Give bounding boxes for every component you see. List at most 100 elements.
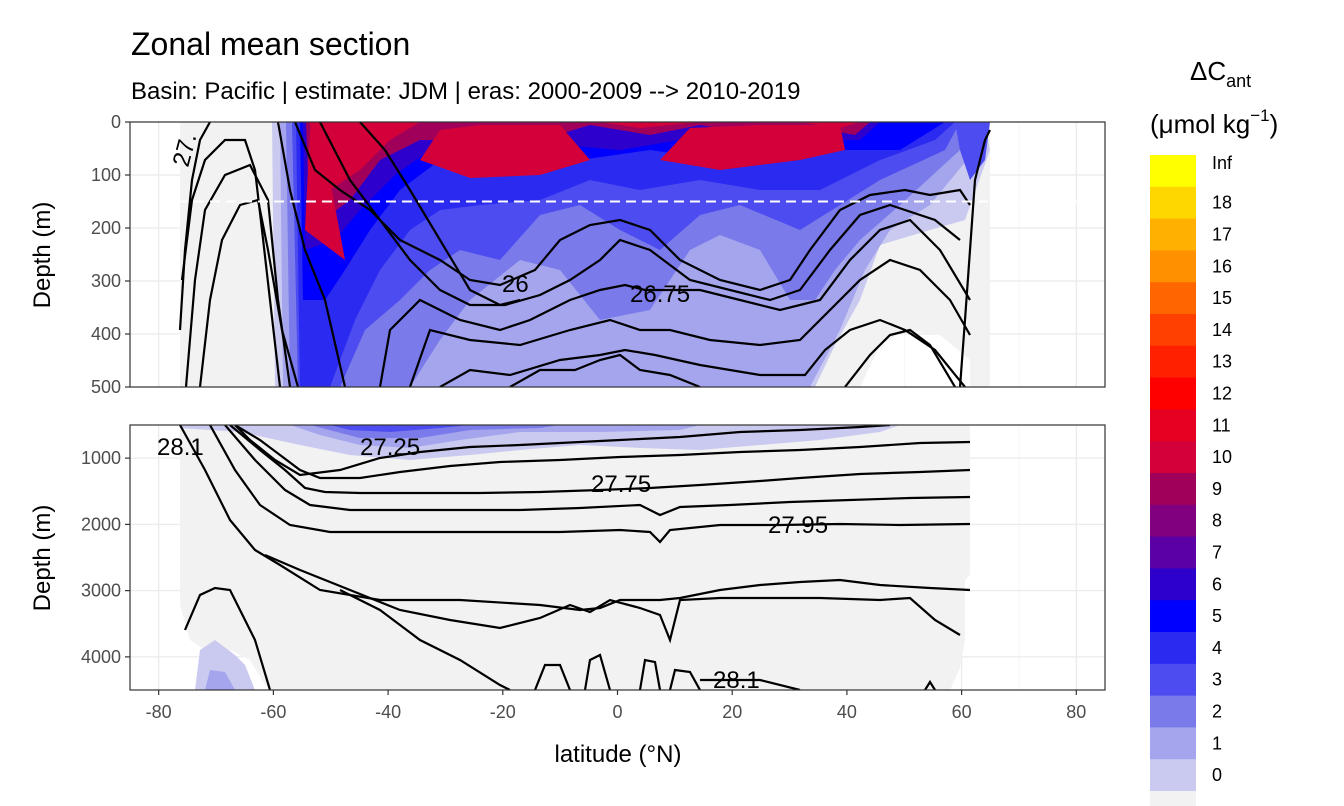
x-tick-label: 60 bbox=[952, 702, 972, 722]
legend-label: 16 bbox=[1212, 256, 1232, 276]
legend-unit: (μmol kg−1) bbox=[1150, 106, 1278, 139]
legend-label: 12 bbox=[1212, 384, 1232, 404]
y-tick-label: 100 bbox=[91, 165, 121, 185]
legend-swatch bbox=[1150, 282, 1196, 315]
legend-swatch bbox=[1150, 759, 1196, 792]
legend-label: 6 bbox=[1212, 574, 1222, 594]
x-tick-label: 0 bbox=[612, 702, 622, 722]
legend-label: 2 bbox=[1212, 702, 1222, 722]
top-panel-border bbox=[129, 121, 1106, 388]
legend-label: 8 bbox=[1212, 511, 1222, 531]
legend-swatch bbox=[1150, 441, 1196, 474]
y-tick-label: 200 bbox=[91, 218, 121, 238]
legend-swatch bbox=[1150, 473, 1196, 506]
legend-swatch bbox=[1150, 186, 1196, 220]
isopycnal-top-8 bbox=[359, 122, 521, 307]
legend-label: 13 bbox=[1212, 352, 1232, 372]
legend-swatch bbox=[1150, 345, 1196, 379]
isopycnal-bottom-11 bbox=[583, 653, 612, 690]
y-tick-label: 2000 bbox=[81, 514, 121, 534]
legend-label: 14 bbox=[1212, 320, 1232, 340]
y-tick-label: 500 bbox=[91, 377, 121, 397]
y-tick-label: 0 bbox=[111, 112, 121, 132]
isopycnal-bottom-14 bbox=[924, 679, 936, 690]
isopycnal-label-bottom-1: 28.1 bbox=[157, 434, 204, 461]
legend-swatch bbox=[1150, 314, 1196, 347]
isopycnal-bottom-5 bbox=[209, 425, 971, 544]
y-axis-title-top: Depth (m) bbox=[29, 202, 56, 309]
legend-swatch bbox=[1150, 663, 1196, 697]
x-tick-label: 40 bbox=[837, 702, 857, 722]
legend-swatch bbox=[1150, 250, 1196, 283]
legend-swatch bbox=[1150, 409, 1196, 442]
y-tick-label: 3000 bbox=[81, 581, 121, 601]
legend-label: 10 bbox=[1212, 447, 1232, 467]
y-tick-label: 1000 bbox=[81, 448, 121, 468]
legend-swatch bbox=[1150, 600, 1196, 633]
isopycnal-bottom-10 bbox=[533, 663, 572, 690]
isopycnal-top-14 bbox=[958, 129, 991, 387]
chart-subtitle: Basin: Pacific | estimate: JDM | eras: 2… bbox=[131, 78, 800, 105]
bottom-y-ticks: 1000 2000 3000 4000 bbox=[81, 448, 130, 667]
color-legend: ΔCant (μmol kg−1) Inf1817161514131211109… bbox=[1150, 56, 1278, 806]
legend-label: 1 bbox=[1212, 733, 1222, 753]
bottom-isopycnals bbox=[179, 425, 971, 690]
isopycnal-bottom-3 bbox=[229, 425, 971, 495]
isopycnal-label-bottom-5: 28.1 bbox=[713, 667, 760, 694]
isopycnal-label-bottom-3: 27.75 bbox=[591, 471, 651, 498]
y-tick-label: 300 bbox=[91, 271, 121, 291]
legend-label: 7 bbox=[1212, 543, 1222, 563]
legend-swatch bbox=[1150, 218, 1196, 251]
bottom-panel: 28.1 27.25 27.75 27.95 28.1 1000 2000 3000… bbox=[81, 424, 1106, 722]
isopycnal-top-10 bbox=[408, 258, 971, 387]
isopycnal-bottom-4 bbox=[224, 425, 971, 517]
isopycnal-bottom-1 bbox=[234, 425, 891, 477]
legend-label: 11 bbox=[1212, 415, 1231, 435]
legend-label: 0 bbox=[1212, 765, 1222, 785]
isopycnal-bottom-9 bbox=[339, 589, 511, 690]
isopycnal-bottom-2 bbox=[234, 425, 971, 480]
x-tick-label: 20 bbox=[722, 702, 742, 722]
isopycnal-bottom-12 bbox=[638, 658, 701, 690]
isopycnal-top-2 bbox=[180, 138, 282, 387]
top-field-red-blob-1 bbox=[420, 125, 590, 178]
chart-title: Zonal mean section bbox=[131, 26, 410, 62]
isopycnal-top-11 bbox=[439, 318, 966, 387]
legend-swatches bbox=[1150, 155, 1196, 806]
legend-label: Inf bbox=[1212, 153, 1233, 173]
isopycnal-label-bottom-4: 27.95 bbox=[768, 512, 828, 539]
isopycnal-top-6 bbox=[293, 122, 971, 292]
isopycnal-bottom-13 bbox=[700, 678, 801, 690]
x-tick-label: -20 bbox=[490, 702, 516, 722]
legend-swatch bbox=[1150, 695, 1196, 728]
isopycnal-top-7 bbox=[319, 122, 961, 307]
isopycnal-label-bottom-2: 27.25 bbox=[360, 434, 420, 461]
isopycnal-label-top-2: 26 bbox=[502, 271, 529, 298]
bottom-field-blue-strip bbox=[330, 425, 470, 432]
legend-swatch bbox=[1150, 727, 1196, 760]
top-field-red bbox=[310, 122, 860, 200]
isopycnal-top-3 bbox=[184, 163, 292, 387]
isopycnal-label-top-3: 26.75 bbox=[630, 281, 690, 308]
isopycnal-bottom-8 bbox=[264, 553, 961, 644]
isopycnal-top-5 bbox=[276, 122, 347, 387]
legend-title: ΔCant bbox=[1190, 56, 1251, 91]
legend-swatch bbox=[1150, 632, 1196, 665]
x-ticks: -80 -60 -40 -20 0 20 40 60 80 bbox=[146, 690, 1086, 722]
x-tick-label: 80 bbox=[1066, 702, 1086, 722]
x-axis-title: latitude (°N) bbox=[555, 741, 682, 768]
isopycnal-bottom-6 bbox=[179, 425, 971, 612]
legend-swatch bbox=[1150, 155, 1196, 188]
top-field-north-blue bbox=[955, 122, 990, 180]
legend-swatch bbox=[1150, 568, 1196, 601]
x-tick-label: -60 bbox=[260, 702, 286, 722]
top-field-red-blob-2 bbox=[660, 125, 845, 170]
top-y-ticks: 0 100 200 300 400 500 bbox=[91, 112, 130, 397]
y-axis-title-bottom: Depth (m) bbox=[29, 505, 56, 612]
legend-label: 5 bbox=[1212, 606, 1222, 626]
y-tick-label: 4000 bbox=[81, 647, 121, 667]
legend-swatch bbox=[1150, 536, 1196, 569]
